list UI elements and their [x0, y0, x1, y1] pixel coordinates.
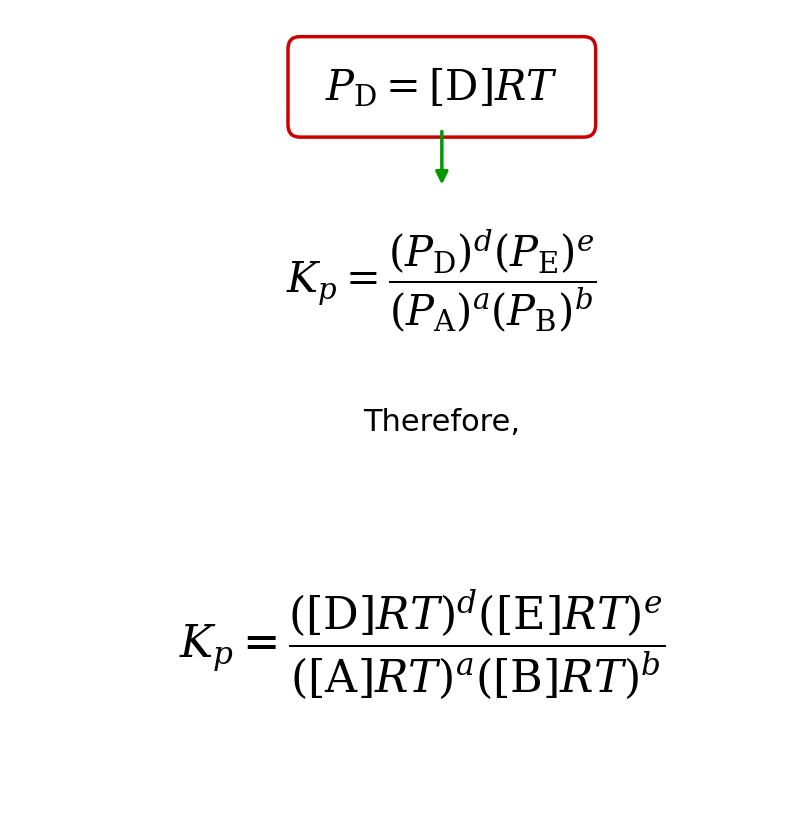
Text: Therefore,: Therefore, — [363, 408, 521, 436]
Text: $K_p = \dfrac{([\mathrm{D}]RT)^d([\mathrm{E}]RT)^e}{([\mathrm{A}]RT)^a([\mathrm{: $K_p = \dfrac{([\mathrm{D}]RT)^d([\mathr… — [179, 587, 665, 701]
FancyBboxPatch shape — [288, 38, 596, 138]
Text: $P_{\mathrm{D}} = [\mathrm{D}]RT$: $P_{\mathrm{D}} = [\mathrm{D}]RT$ — [325, 66, 559, 110]
Text: $K_p = \dfrac{(P_{\mathrm{D}})^d(P_{\mathrm{E}})^e}{(P_{\mathrm{A}})^a(P_{\mathr: $K_p = \dfrac{(P_{\mathrm{D}})^d(P_{\mat… — [286, 227, 597, 334]
